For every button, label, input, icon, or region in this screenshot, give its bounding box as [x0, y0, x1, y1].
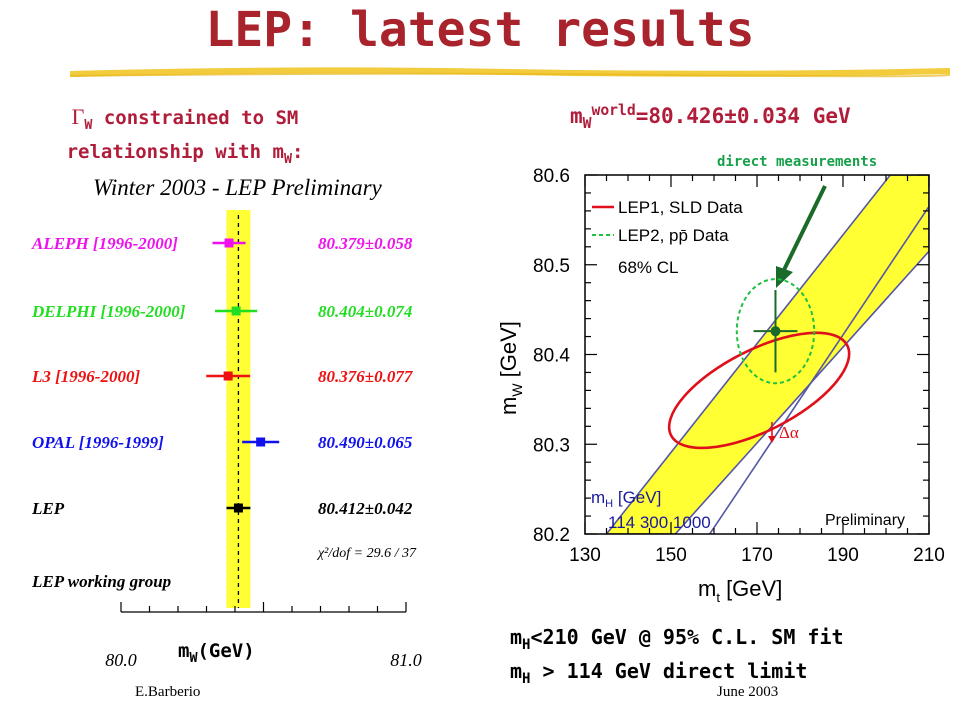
- x-axis-label: mt [GeV]: [698, 576, 782, 605]
- experiment-label: DELPHI [1996-2000]: [31, 302, 186, 321]
- data-point: [224, 238, 234, 248]
- legend-lep2-label: LEP2, pp̄ Data: [618, 226, 729, 245]
- confidence-level-label: 68% CL: [618, 258, 678, 277]
- measurement-row: L3 [1996-2000] 80.376±0.077: [31, 367, 414, 386]
- y-tick-label: 80.5: [533, 256, 570, 277]
- value-label: 80.412±0.042: [318, 499, 413, 518]
- legend-lep1-label: LEP1, SLD Data: [618, 198, 743, 217]
- delta-alpha-arrow-head: [768, 436, 776, 443]
- x-tick-label-min: 80.0: [105, 650, 137, 670]
- x-tick-label: 130: [569, 545, 601, 566]
- footer-date: June 2003: [717, 684, 779, 700]
- preliminary-label: Preliminary: [825, 512, 905, 529]
- arrow-head: [776, 266, 793, 288]
- chi2-label: χ²/dof = 29.6 / 37: [316, 546, 417, 561]
- sm-band-mid-line: [709, 205, 929, 534]
- x-tick-label: 190: [827, 545, 859, 566]
- data-point: [231, 306, 241, 316]
- sm-band: [605, 175, 929, 534]
- experiment-label: L3 [1996-2000]: [31, 367, 140, 386]
- y-tick-label: 80.3: [533, 435, 570, 456]
- left-x-axis-label: mW(GeV): [178, 640, 255, 666]
- mh-label: mH [GeV]: [591, 488, 661, 510]
- value-label: 80.404±0.074: [318, 302, 412, 321]
- lep-mw-measurements-chart: Winter 2003 - LEP Preliminary ALEPH [199…: [31, 175, 422, 670]
- value-label: 80.490±0.065: [318, 433, 413, 452]
- measurement-row: DELPHI [1996-2000] 80.404±0.074: [31, 302, 412, 321]
- mw-world-heading: mWworld=80.426±0.034 GeV: [570, 102, 851, 133]
- experiment-label: OPAL [1996-1999]: [32, 433, 164, 452]
- experiment-label: LEP: [31, 499, 65, 518]
- measurement-row: OPAL [1996-1999] 80.490±0.065: [32, 433, 413, 452]
- chart-title: Winter 2003 - LEP Preliminary: [93, 175, 383, 200]
- data-point: [256, 437, 266, 447]
- footer-author: E.Barberio: [135, 684, 201, 700]
- x-tick-label-max: 81.0: [390, 650, 422, 670]
- value-label: 80.379±0.058: [318, 234, 413, 253]
- x-tick-label: 150: [655, 545, 687, 566]
- data-point: [233, 503, 243, 513]
- experiment-label: ALEPH [1996-2000]: [31, 234, 178, 253]
- y-tick-label: 80.4: [533, 346, 570, 367]
- slide-title: LEP: latest results: [205, 2, 755, 58]
- lep2-ppbar-contour: [735, 278, 816, 385]
- lep-working-group-label: LEP working group: [31, 572, 171, 591]
- x-tick-label: 210: [913, 545, 945, 566]
- direct-measurements-arrow: [780, 185, 827, 275]
- y-tick-label: 80.2: [533, 525, 570, 546]
- measurement-row: LEP 80.412±0.042: [31, 499, 413, 518]
- title-underline: [70, 67, 950, 78]
- value-label: 80.376±0.077: [318, 367, 414, 386]
- y-tick-label: 80.6: [533, 166, 570, 187]
- mh-values: 114 300 1000: [608, 513, 711, 532]
- direct-measurement-point: [770, 326, 781, 337]
- data-point: [223, 371, 233, 381]
- gamma-w-note: ΓW constrained to SM relationship with m…: [66, 104, 304, 167]
- direct-measurements-label: direct measurements: [717, 154, 877, 170]
- y-axis-label: mW [GeV]: [496, 321, 525, 415]
- measurement-row: ALEPH [1996-2000] 80.379±0.058: [31, 234, 413, 253]
- delta-alpha-label: Δα: [779, 423, 799, 442]
- mw-vs-mt-chart: direct measurements 80.2 80.3 80.4 80.5 80.6…: [496, 154, 945, 605]
- x-tick-label: 170: [741, 545, 773, 566]
- mh-fit-text: mH<210 GeV @ 95% C.L. SM fit mH > 114 Ge…: [510, 625, 844, 687]
